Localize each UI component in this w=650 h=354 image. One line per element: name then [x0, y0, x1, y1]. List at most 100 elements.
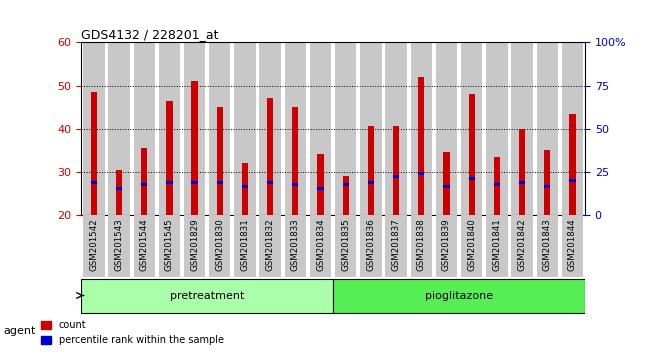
Text: agent: agent	[3, 326, 36, 336]
Bar	[317, 154, 324, 215]
Bar	[310, 42, 332, 215]
Bar	[519, 129, 525, 215]
Bar	[242, 163, 248, 215]
Bar	[486, 215, 508, 278]
Bar	[267, 98, 273, 215]
Bar	[385, 42, 407, 215]
Bar	[285, 215, 306, 278]
Bar	[461, 42, 482, 215]
Text: pioglitazone: pioglitazone	[425, 291, 493, 301]
Bar	[544, 185, 551, 188]
Bar	[494, 156, 500, 215]
Bar	[91, 181, 97, 184]
Bar	[411, 215, 432, 278]
Bar	[234, 215, 255, 278]
Text: GSM201835: GSM201835	[341, 218, 350, 271]
Text: GSM201831: GSM201831	[240, 218, 250, 271]
Bar	[292, 107, 298, 215]
Bar	[192, 181, 198, 184]
Bar	[184, 42, 205, 215]
Bar	[209, 215, 231, 278]
Bar	[393, 126, 399, 215]
Text: GSM201545: GSM201545	[165, 218, 174, 271]
Bar	[343, 183, 349, 186]
Bar	[91, 92, 97, 215]
Bar	[385, 215, 407, 278]
Bar	[292, 183, 298, 186]
Bar	[368, 126, 374, 215]
Text: GSM201844: GSM201844	[568, 218, 577, 271]
Bar	[562, 215, 583, 278]
Bar	[544, 150, 551, 215]
Bar	[141, 148, 148, 215]
Bar	[360, 215, 382, 278]
Bar	[443, 185, 450, 188]
Bar	[443, 152, 450, 215]
Bar	[418, 172, 424, 175]
Bar	[536, 42, 558, 215]
Text: GSM201832: GSM201832	[266, 218, 275, 271]
Text: GSM201833: GSM201833	[291, 218, 300, 271]
Bar	[368, 181, 374, 184]
Bar	[536, 215, 558, 278]
Bar	[512, 215, 533, 278]
Bar	[310, 215, 332, 278]
Bar	[333, 279, 585, 313]
Text: GSM201837: GSM201837	[391, 218, 400, 271]
Bar	[461, 215, 482, 278]
Text: GSM201836: GSM201836	[367, 218, 376, 271]
Bar	[335, 42, 356, 215]
Bar	[317, 188, 324, 190]
Bar	[184, 215, 205, 278]
Text: GSM201841: GSM201841	[492, 218, 501, 271]
Bar	[360, 42, 382, 215]
Bar	[512, 42, 533, 215]
Bar	[486, 42, 508, 215]
Text: GSM201829: GSM201829	[190, 218, 199, 270]
Bar	[116, 170, 122, 215]
Bar	[562, 42, 583, 215]
Text: GSM201838: GSM201838	[417, 218, 426, 271]
Bar	[259, 42, 281, 215]
Text: GSM201840: GSM201840	[467, 218, 476, 271]
Bar	[335, 215, 356, 278]
Bar	[216, 107, 223, 215]
Bar	[81, 279, 333, 313]
Text: GSM201839: GSM201839	[442, 218, 451, 270]
Text: GSM201830: GSM201830	[215, 218, 224, 271]
Bar	[234, 42, 255, 215]
Bar	[469, 94, 474, 215]
Bar	[133, 42, 155, 215]
Bar	[109, 42, 130, 215]
Bar	[494, 183, 500, 186]
Bar	[469, 177, 474, 180]
Legend: count, percentile rank within the sample: count, percentile rank within the sample	[37, 316, 228, 349]
Bar	[285, 42, 306, 215]
Bar	[436, 42, 457, 215]
Text: GSM201842: GSM201842	[517, 218, 526, 271]
Bar	[109, 215, 130, 278]
Bar	[192, 81, 198, 215]
Bar	[159, 42, 180, 215]
Bar	[411, 42, 432, 215]
Bar	[209, 42, 231, 215]
Bar	[519, 181, 525, 184]
Bar	[267, 181, 273, 184]
Bar	[166, 181, 172, 184]
Bar	[116, 188, 122, 190]
Bar	[393, 175, 399, 178]
Bar	[569, 114, 575, 215]
Text: GDS4132 / 228201_at: GDS4132 / 228201_at	[81, 28, 219, 41]
Bar	[259, 215, 281, 278]
Text: GSM201834: GSM201834	[316, 218, 325, 271]
Text: GSM201544: GSM201544	[140, 218, 149, 271]
Text: GSM201843: GSM201843	[543, 218, 552, 271]
Bar	[418, 77, 424, 215]
Bar	[133, 215, 155, 278]
Bar	[83, 215, 105, 278]
Bar	[242, 185, 248, 188]
Bar	[216, 181, 223, 184]
Bar	[569, 179, 575, 182]
Bar	[83, 42, 105, 215]
Bar	[343, 176, 349, 215]
